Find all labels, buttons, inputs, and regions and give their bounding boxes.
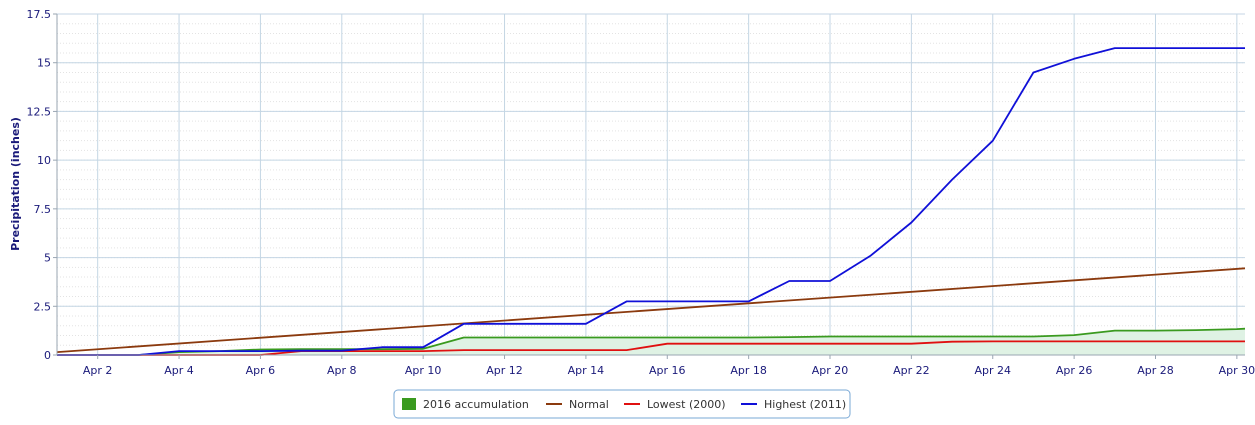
series-area-fill: [57, 328, 1245, 355]
x-tick-label: Apr 16: [649, 364, 686, 377]
grid-layer: [57, 13, 1245, 356]
x-tick-label: Apr 22: [893, 364, 930, 377]
x-tick-label: Apr 18: [730, 364, 767, 377]
x-tick-label: Apr 4: [164, 364, 194, 377]
x-tick-label: Apr 10: [405, 364, 442, 377]
y-tick-label: 12.5: [27, 105, 52, 118]
legend-label: Highest (2011): [764, 398, 846, 411]
x-tick-label: Apr 30: [1219, 364, 1255, 377]
y-tick-label: 2.5: [34, 300, 52, 313]
series-layer: [56, 47, 1246, 356]
x-tick-label: Apr 24: [974, 364, 1011, 377]
legend-item[interactable]: Lowest (2000): [624, 398, 726, 411]
series-line: [56, 267, 1246, 353]
legend-box: [393, 389, 851, 419]
series-line: [57, 327, 1246, 356]
y-tick-label: 15: [37, 57, 51, 70]
x-tick-label: Apr 8: [327, 364, 357, 377]
legend-label: 2016 accumulation: [423, 398, 529, 411]
y-tick-label: 0: [44, 349, 51, 362]
legend-item[interactable]: Highest (2011): [741, 398, 846, 411]
x-tick-label: Apr 2: [83, 364, 113, 377]
axis-layer: 0 2.5 5 7.5 10 12.5 15 17.5 Apr 2 Apr 4 Apr 6 Apr 8…: [27, 8, 1255, 377]
series-line: [57, 47, 1245, 356]
legend-item[interactable]: Normal: [546, 398, 609, 411]
legend-label: Lowest (2000): [647, 398, 726, 411]
y-tick-label: 10: [37, 154, 51, 167]
legend: 2016 accumulation Normal Lowest (2000) High…: [393, 389, 851, 419]
y-tick-label: 17.5: [27, 8, 52, 21]
legend-item[interactable]: 2016 accumulation: [402, 398, 529, 411]
y-tick-label: 7.5: [34, 203, 52, 216]
y-tick-label: 5: [44, 252, 51, 265]
x-tick-label: Apr 28: [1137, 364, 1174, 377]
legend-symbol: [402, 398, 416, 410]
area-layer: [57, 328, 1245, 355]
x-tick-label: Apr 6: [246, 364, 276, 377]
y-axis-title: Precipitation (inches): [9, 117, 22, 251]
x-tick-label: Apr 20: [812, 364, 849, 377]
x-tick-label: Apr 12: [486, 364, 523, 377]
legend-label: Normal: [569, 398, 609, 411]
x-tick-label: Apr 26: [1056, 364, 1093, 377]
x-tick-label: Apr 14: [568, 364, 605, 377]
